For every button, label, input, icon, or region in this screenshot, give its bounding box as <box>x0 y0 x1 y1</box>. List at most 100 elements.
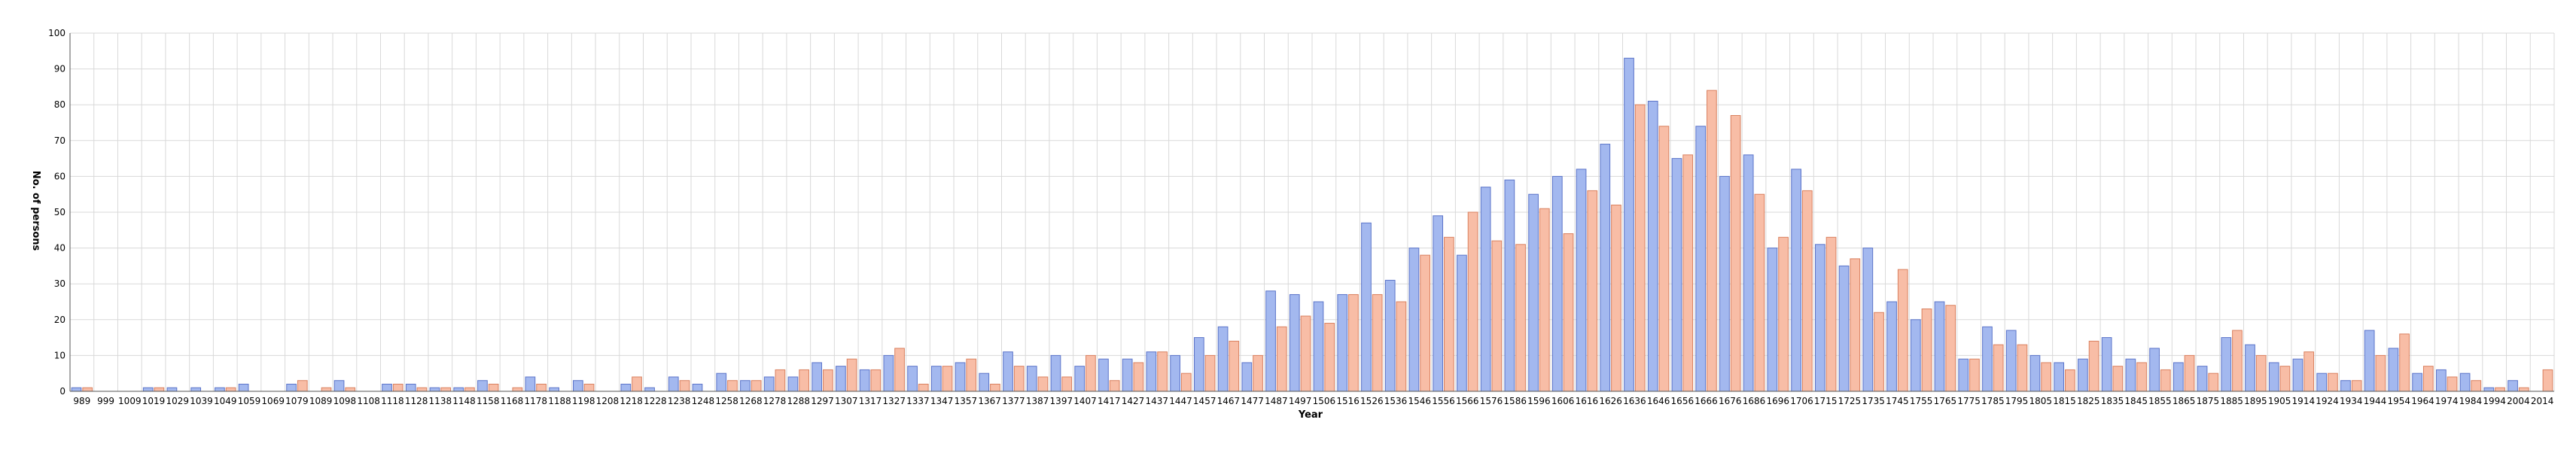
x-tick-label: 1755 <box>1910 396 1933 406</box>
bar-series-2-1795 <box>2017 344 2028 392</box>
bar-series-2-1317 <box>870 369 882 392</box>
bar-series-1-1278 <box>763 376 775 392</box>
bar-series-1-1248 <box>692 383 703 392</box>
bar-series-2-1268 <box>751 380 762 392</box>
bar-series-2-1895 <box>2255 354 2267 392</box>
x-tick-label: 1238 <box>668 396 691 406</box>
bar-series-1-1676 <box>1719 175 1730 392</box>
bar-series-1-1297 <box>811 362 823 392</box>
x-tick-label: 1278 <box>763 396 787 406</box>
bar-series-1-1865 <box>2173 362 2184 392</box>
bar-series-1-1706 <box>1791 169 1801 392</box>
x-tick-label: 1228 <box>644 396 667 406</box>
x-tick-label: 1596 <box>1527 396 1551 406</box>
bar-series-2-1387 <box>1037 376 1049 392</box>
bar-series-2-1158 <box>488 383 499 392</box>
bar-series-1-1845 <box>2125 358 2136 392</box>
bar-series-1-1128 <box>405 383 416 392</box>
y-tick-label: 70 <box>54 135 65 146</box>
bar-series-2-2004 <box>2518 387 2529 392</box>
x-tick-label: 1895 <box>2244 396 2267 406</box>
x-tick-label: 1706 <box>1790 396 1813 406</box>
bar-series-2-1706 <box>1801 190 1813 392</box>
bar-series-1-1327 <box>883 354 894 392</box>
bar-series-1-1029 <box>166 387 178 392</box>
bar-series-2-1725 <box>1850 258 1861 392</box>
bar-series-1-1487 <box>1265 290 1276 392</box>
x-tick-label: 1795 <box>2005 396 2029 406</box>
bar-series-1-1944 <box>2364 330 2375 392</box>
bar-series-2-1168 <box>512 387 523 392</box>
bar-series-1-1387 <box>1026 366 1037 392</box>
x-tick-label: 1686 <box>1743 396 1766 406</box>
bar-series-1-1427 <box>1122 358 1133 392</box>
bar-series-2-1815 <box>2065 369 2075 392</box>
x-tick-label: 1497 <box>1289 396 1312 406</box>
bar-series-2-1357 <box>966 358 977 392</box>
bar-series-1-1049 <box>215 387 225 392</box>
bar-series-2-1735 <box>1874 312 1884 392</box>
bar-series-2-1506 <box>1324 323 1335 392</box>
x-tick-label: 1944 <box>2364 396 2387 406</box>
x-tick-label: 1178 <box>524 396 547 406</box>
bar-series-1-1914 <box>2292 358 2303 392</box>
bar-series-2-1636 <box>1634 104 1646 392</box>
bar-series-1-1586 <box>1504 179 1515 392</box>
x-tick-label: 1974 <box>2435 396 2459 406</box>
bar-series-1-1905 <box>2268 362 2279 392</box>
bar-series-1-1875 <box>2197 366 2208 392</box>
x-tick-label: 1666 <box>1694 396 1718 406</box>
bar-series-2-1994 <box>2495 387 2505 392</box>
bar-series-2-1447 <box>1180 372 1192 392</box>
x-tick-label: 2004 <box>2507 396 2530 406</box>
x-tick-label: 1735 <box>1862 396 1885 406</box>
bar-series-1-1785 <box>1982 326 1993 392</box>
x-tick-label: 1208 <box>596 396 620 406</box>
bar-series-1-1646 <box>1647 100 1658 392</box>
bar-series-2-1198 <box>583 383 595 392</box>
bar-series-1-1994 <box>2483 387 2495 392</box>
bar-series-2-1626 <box>1611 204 1621 392</box>
x-tick-label: 1825 <box>2077 396 2100 406</box>
bar-series-1-1307 <box>836 366 846 392</box>
bar-series-2-1825 <box>2088 340 2099 392</box>
bars-layer <box>71 57 2553 392</box>
bar-series-1-1357 <box>955 362 966 392</box>
bar-series-2-1347 <box>942 366 953 392</box>
bar-series-1-1477 <box>1241 362 1253 392</box>
x-tick-label: 1506 <box>1313 396 1336 406</box>
x-tick-label: 999 <box>97 396 114 406</box>
bar-series-2-1437 <box>1157 351 1168 392</box>
x-tick-label: 1407 <box>1073 396 1097 406</box>
bar-series-2-1855 <box>2160 369 2171 392</box>
bar-series-2-2014 <box>2542 369 2553 392</box>
bar-series-2-1954 <box>2399 333 2410 392</box>
x-tick-label: 1248 <box>692 396 715 406</box>
x-tick-label: 1905 <box>2268 396 2291 406</box>
bar-series-2-1785 <box>1993 344 2004 392</box>
x-tick-label: 1616 <box>1576 396 1599 406</box>
x-tick-label: 1715 <box>1814 396 1838 406</box>
bar-series-2-1755 <box>1921 309 1932 392</box>
x-tick-label: 1397 <box>1050 396 1073 406</box>
bar-series-1-1268 <box>740 380 751 392</box>
bar-series-1-1775 <box>1958 358 1969 392</box>
bar-series-2-1905 <box>2279 366 2291 392</box>
bar-series-1-1666 <box>1695 126 1707 392</box>
x-tick-label: 1984 <box>2459 396 2483 406</box>
x-tick-label: 1636 <box>1623 396 1646 406</box>
bar-series-1-1855 <box>2149 348 2160 392</box>
bar-series-2-1019 <box>154 387 165 392</box>
bar-series-1-1317 <box>859 369 870 392</box>
bar-series-1-1138 <box>429 387 440 392</box>
bar-series-1-1059 <box>238 383 249 392</box>
bar-series-2-1765 <box>1945 305 1956 392</box>
bar-series-1-1148 <box>453 387 464 392</box>
y-tick-label: 10 <box>54 350 65 360</box>
bar-series-2-1258 <box>727 380 738 392</box>
bar-series-1-1895 <box>2245 344 2255 392</box>
x-tick-label: 1079 <box>285 396 309 406</box>
bar-series-2-1686 <box>1754 193 1765 392</box>
x-tick-label: 1536 <box>1384 396 1408 406</box>
x-tick-label: 1765 <box>1934 396 1957 406</box>
